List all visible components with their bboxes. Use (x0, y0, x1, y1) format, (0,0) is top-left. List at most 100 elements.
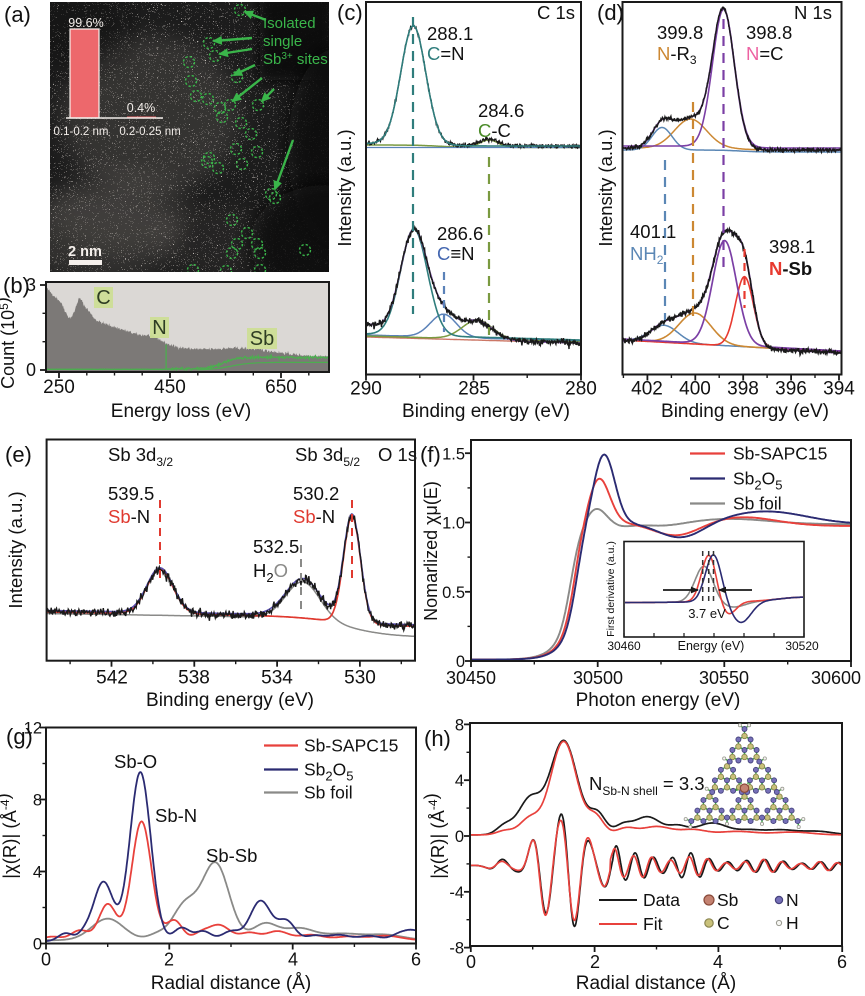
svg-text:400: 400 (679, 379, 711, 400)
svg-text:N-Sb: N-Sb (769, 258, 812, 279)
svg-text:650: 650 (265, 377, 297, 398)
svg-text:4: 4 (713, 952, 723, 972)
svg-text:542: 542 (96, 668, 128, 689)
svg-text:30450: 30450 (446, 668, 496, 688)
svg-text:8: 8 (455, 716, 464, 734)
svg-text:0: 0 (456, 653, 465, 671)
svg-text:0.4%: 0.4% (127, 101, 156, 115)
svg-text:402: 402 (631, 379, 663, 400)
svg-text:C: C (717, 913, 730, 933)
svg-text:Radial distance (Å): Radial distance (Å) (151, 973, 312, 994)
svg-text:30600: 30600 (811, 668, 861, 688)
svg-text:0: 0 (41, 950, 51, 970)
svg-text:(a): (a) (4, 2, 31, 27)
svg-text:|χ(R)| (Å-4): |χ(R)| (Å-4) (0, 793, 20, 879)
svg-text:(c): (c) (337, 0, 363, 25)
svg-text:0: 0 (26, 360, 36, 380)
svg-text:Photon energy (eV): Photon energy (eV) (576, 690, 741, 711)
svg-text:Sb-N: Sb-N (155, 805, 197, 826)
svg-text:99.6%: 99.6% (68, 16, 103, 30)
svg-text:-8: -8 (449, 940, 464, 958)
svg-text:12: 12 (24, 720, 42, 738)
svg-text:0.5: 0.5 (442, 584, 465, 602)
svg-text:2: 2 (590, 952, 600, 972)
svg-text:538: 538 (178, 668, 210, 689)
svg-text:4: 4 (288, 950, 298, 970)
svg-text:-4: -4 (449, 884, 464, 902)
svg-text:N: N (786, 890, 799, 910)
svg-text:290: 290 (350, 379, 382, 400)
svg-text:530.2: 530.2 (293, 483, 339, 504)
svg-text:N 1s: N 1s (794, 2, 832, 23)
svg-text:2: 2 (164, 950, 174, 970)
svg-text:Binding energy (eV): Binding energy (eV) (402, 401, 570, 422)
svg-text:Fit: Fit (643, 914, 663, 934)
svg-text:0: 0 (33, 936, 42, 954)
svg-text:O 1s: O 1s (378, 444, 417, 465)
svg-text:C=N: C=N (427, 43, 465, 64)
svg-text:539.5: 539.5 (108, 483, 154, 504)
svg-text:1.0: 1.0 (442, 515, 465, 533)
svg-text:Nomarlized χμ(E): Nomarlized χμ(E) (421, 481, 441, 621)
svg-text:396: 396 (775, 379, 807, 400)
svg-text:286.6: 286.6 (437, 223, 483, 244)
svg-text:Sb-Sb: Sb-Sb (206, 845, 257, 866)
svg-text:NH2: NH2 (630, 243, 664, 267)
svg-text:450: 450 (154, 377, 186, 398)
svg-text:394: 394 (823, 379, 855, 400)
svg-text:Sb-SAPC15: Sb-SAPC15 (733, 444, 827, 464)
svg-text:0: 0 (455, 828, 464, 846)
svg-text:(e): (e) (5, 442, 32, 467)
svg-text:Sb-SAPC15: Sb-SAPC15 (304, 736, 398, 756)
svg-text:Sb foil: Sb foil (304, 783, 353, 803)
svg-text:Sb3+ sites: Sb3+ sites (263, 51, 328, 68)
svg-text:Isolated: Isolated (263, 15, 316, 32)
svg-text:530: 530 (344, 668, 376, 689)
svg-text:3.7 eV: 3.7 eV (688, 606, 726, 621)
svg-text:30550: 30550 (699, 668, 749, 688)
svg-text:8: 8 (33, 792, 42, 810)
svg-text:single: single (263, 33, 302, 50)
svg-text:0.1-0.2 nm: 0.1-0.2 nm (54, 126, 109, 138)
svg-text:H: H (786, 913, 799, 933)
svg-text:250: 250 (43, 377, 75, 398)
svg-text:(f): (f) (420, 442, 441, 467)
svg-text:6: 6 (837, 952, 847, 972)
svg-text:Sb: Sb (717, 890, 738, 910)
svg-text:398.1: 398.1 (769, 236, 815, 257)
svg-text:4: 4 (455, 772, 464, 790)
svg-text:(b): (b) (3, 273, 30, 298)
svg-text:532.5: 532.5 (253, 536, 299, 557)
svg-text:30520: 30520 (785, 639, 819, 653)
svg-text:Sb: Sb (250, 328, 274, 350)
svg-text:Intensity (a.u.): Intensity (a.u.) (5, 491, 26, 608)
svg-text:(d): (d) (597, 0, 624, 25)
svg-text:1.5: 1.5 (442, 445, 465, 463)
svg-text:C 1s: C 1s (537, 2, 575, 23)
svg-text:288.1: 288.1 (427, 23, 473, 44)
svg-text:Energy loss (eV): Energy loss (eV) (111, 401, 251, 422)
svg-text:Radial distance (Å): Radial distance (Å) (576, 973, 737, 994)
svg-text:First derivative (a.u.): First derivative (a.u.) (605, 541, 617, 637)
svg-text:Intensity (a.u.): Intensity (a.u.) (595, 129, 616, 246)
svg-text:Binding energy (eV): Binding energy (eV) (661, 401, 829, 422)
svg-text:3: 3 (26, 275, 36, 295)
svg-text:0.2-0.25 nm: 0.2-0.25 nm (119, 126, 180, 138)
svg-text:N=C: N=C (746, 43, 784, 64)
svg-text:534: 534 (261, 668, 293, 689)
svg-text:284.6: 284.6 (478, 100, 524, 121)
svg-text:C≡N: C≡N (437, 243, 475, 264)
svg-text:N: N (152, 317, 166, 339)
svg-text:401.1: 401.1 (630, 221, 676, 242)
svg-text:285: 285 (458, 379, 490, 400)
svg-text:(h): (h) (424, 726, 451, 751)
svg-text:Intensity (a.u.): Intensity (a.u.) (334, 129, 355, 246)
svg-text:Binding energy (eV): Binding energy (eV) (146, 690, 314, 711)
svg-text:280: 280 (565, 379, 597, 400)
svg-text:2 nm: 2 nm (68, 244, 102, 260)
svg-text:(g): (g) (6, 724, 33, 749)
svg-text:398: 398 (727, 379, 759, 400)
svg-text:Sb-N: Sb-N (108, 506, 150, 527)
svg-text:399.8: 399.8 (657, 22, 703, 43)
svg-text:4: 4 (33, 864, 42, 882)
